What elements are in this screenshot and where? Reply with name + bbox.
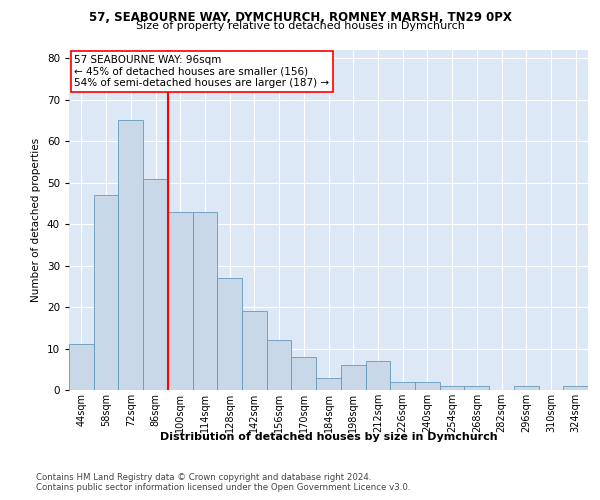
Text: 57 SEABOURNE WAY: 96sqm
← 45% of detached houses are smaller (156)
54% of semi-d: 57 SEABOURNE WAY: 96sqm ← 45% of detache… xyxy=(74,55,329,88)
Bar xyxy=(143,178,168,390)
Bar xyxy=(365,361,390,390)
Bar xyxy=(464,386,489,390)
Bar xyxy=(563,386,588,390)
Bar xyxy=(514,386,539,390)
Bar xyxy=(242,311,267,390)
Text: Contains HM Land Registry data © Crown copyright and database right 2024.
Contai: Contains HM Land Registry data © Crown c… xyxy=(36,472,410,492)
Bar xyxy=(217,278,242,390)
Text: Size of property relative to detached houses in Dymchurch: Size of property relative to detached ho… xyxy=(136,21,464,31)
Bar xyxy=(292,357,316,390)
Bar xyxy=(341,365,365,390)
Bar xyxy=(168,212,193,390)
Bar xyxy=(390,382,415,390)
Bar xyxy=(94,195,118,390)
Text: Distribution of detached houses by size in Dymchurch: Distribution of detached houses by size … xyxy=(160,432,497,442)
Y-axis label: Number of detached properties: Number of detached properties xyxy=(31,138,41,302)
Bar xyxy=(316,378,341,390)
Bar xyxy=(69,344,94,390)
Text: 57, SEABOURNE WAY, DYMCHURCH, ROMNEY MARSH, TN29 0PX: 57, SEABOURNE WAY, DYMCHURCH, ROMNEY MAR… xyxy=(89,11,511,24)
Bar xyxy=(267,340,292,390)
Bar xyxy=(440,386,464,390)
Bar xyxy=(193,212,217,390)
Bar xyxy=(118,120,143,390)
Bar xyxy=(415,382,440,390)
